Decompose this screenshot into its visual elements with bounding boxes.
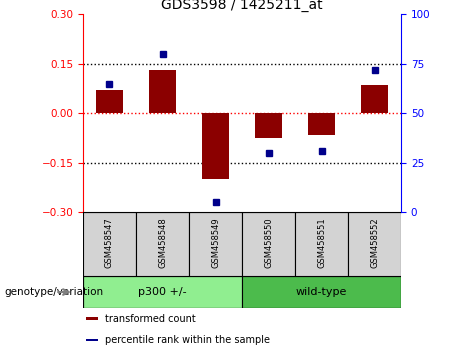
Bar [255, 113, 282, 138]
Text: percentile rank within the sample: percentile rank within the sample [105, 335, 270, 345]
Text: transformed count: transformed count [105, 314, 196, 324]
Title: GDS3598 / 1425211_at: GDS3598 / 1425211_at [161, 0, 323, 12]
Bar [86, 317, 98, 320]
Bar [86, 338, 98, 341]
Bar [189, 212, 242, 276]
Text: genotype/variation: genotype/variation [5, 287, 104, 297]
Bar [202, 113, 229, 179]
Text: GSM458548: GSM458548 [158, 217, 167, 268]
Bar [96, 90, 123, 113]
Bar [308, 113, 335, 135]
Text: GSM458547: GSM458547 [105, 217, 114, 268]
Bar [136, 212, 189, 276]
Bar [295, 212, 348, 276]
Text: GSM458552: GSM458552 [370, 217, 379, 268]
Text: p300 +/-: p300 +/- [138, 287, 187, 297]
Bar [242, 212, 295, 276]
Text: wild-type: wild-type [296, 287, 347, 297]
Bar [83, 212, 136, 276]
Text: GSM458549: GSM458549 [211, 217, 220, 268]
Text: GSM458551: GSM458551 [317, 217, 326, 268]
Text: GSM458550: GSM458550 [264, 217, 273, 268]
Bar [149, 70, 176, 113]
Bar [83, 276, 242, 308]
Bar [348, 212, 401, 276]
Bar [361, 85, 388, 113]
Bar [242, 276, 401, 308]
